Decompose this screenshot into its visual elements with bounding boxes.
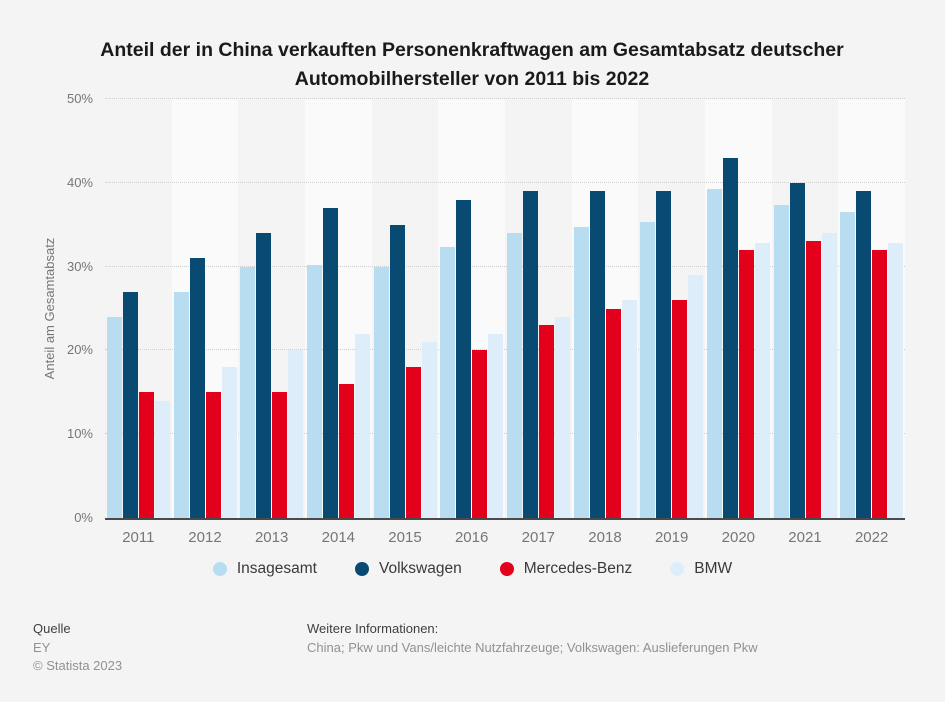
x-tick-2020: 2020 xyxy=(721,529,756,546)
bar-insagesamt-2018[interactable] xyxy=(573,227,589,518)
bar-bmw-2018[interactable] xyxy=(621,300,637,518)
x-tick-2019: 2019 xyxy=(654,529,689,546)
gridline-20 xyxy=(105,349,905,351)
info-text: China; Pkw und Vans/leichte Nutzfahrzeug… xyxy=(307,639,758,655)
info-label: Weitere Informationen: xyxy=(307,621,439,636)
bar-mercedes-benz-2012[interactable] xyxy=(205,392,221,518)
x-tick-2017: 2017 xyxy=(521,529,556,546)
bar-insagesamt-2020[interactable] xyxy=(706,188,722,518)
bar-volkswagen-2015[interactable] xyxy=(389,224,405,518)
bar-bmw-2012[interactable] xyxy=(221,367,237,518)
bar-insagesamt-2012[interactable] xyxy=(173,291,189,518)
bar-volkswagen-2016[interactable] xyxy=(456,199,472,518)
bar-mercedes-benz-2020[interactable] xyxy=(738,249,754,518)
bar-mercedes-benz-2022[interactable] xyxy=(872,249,888,518)
legend-item-insagesamt[interactable]: Insagesamt xyxy=(212,560,317,578)
legend-item-volkswagen[interactable]: Volkswagen xyxy=(354,560,462,578)
y-axis-title: Anteil am Gesamtabsatz xyxy=(42,237,57,380)
bar-bmw-2019[interactable] xyxy=(688,274,704,518)
bar-insagesamt-2022[interactable] xyxy=(840,212,856,518)
bar-mercedes-benz-2014[interactable] xyxy=(338,383,354,518)
bar-bmw-2020[interactable] xyxy=(754,243,770,518)
legend-dot-icon-bmw xyxy=(670,562,685,576)
x-tick-2012: 2012 xyxy=(188,529,222,546)
bar-insagesamt-2013[interactable] xyxy=(240,266,256,518)
bar-volkswagen-2021[interactable] xyxy=(789,182,805,518)
bar-bmw-2015[interactable] xyxy=(421,342,437,518)
bar-bmw-2014[interactable] xyxy=(354,333,370,518)
legend-dot-icon-insagesamt xyxy=(212,562,227,576)
x-tick-2018: 2018 xyxy=(588,529,622,546)
bar-insagesamt-2011[interactable] xyxy=(106,316,122,518)
source-label: Quelle xyxy=(33,621,71,636)
bar-volkswagen-2011[interactable] xyxy=(122,291,138,518)
info-block: Weitere Informationen: China; Pkw und Va… xyxy=(307,620,758,657)
x-tick-2022: 2022 xyxy=(854,529,889,546)
legend-dot-icon-mercedes-benz xyxy=(499,562,514,576)
x-tick-2011: 2011 xyxy=(122,529,155,546)
y-tick-0: 0% xyxy=(74,510,93,525)
bar-bmw-2021[interactable] xyxy=(821,233,837,518)
bar-volkswagen-2020[interactable] xyxy=(722,157,738,518)
bar-insagesamt-2021[interactable] xyxy=(773,205,789,518)
bar-bmw-2022[interactable] xyxy=(888,243,904,518)
x-tick-2014: 2014 xyxy=(321,529,356,546)
bar-bmw-2011[interactable] xyxy=(154,400,170,518)
legend: Insagesamt Volkswagen Mercedes-Benz BMW xyxy=(0,560,945,578)
legend-item-mercedes-benz[interactable]: Mercedes-Benz xyxy=(499,560,633,578)
plot-area xyxy=(105,98,905,520)
bar-mercedes-benz-2018[interactable] xyxy=(605,308,621,518)
legend-label-mercedes-benz: Mercedes-Benz xyxy=(523,560,633,577)
bar-mercedes-benz-2013[interactable] xyxy=(272,392,288,518)
bar-mercedes-benz-2015[interactable] xyxy=(405,367,421,518)
gridline-30 xyxy=(105,265,905,267)
legend-label-insagesamt: Insagesamt xyxy=(236,560,317,577)
bar-insagesamt-2014[interactable] xyxy=(306,264,322,518)
y-tick-10: 10% xyxy=(66,426,93,442)
legend-item-bmw[interactable]: BMW xyxy=(670,560,732,578)
bar-mercedes-benz-2017[interactable] xyxy=(538,325,554,518)
bar-mercedes-benz-2016[interactable] xyxy=(472,350,488,518)
bar-mercedes-benz-2011[interactable] xyxy=(138,392,154,518)
x-tick-2016: 2016 xyxy=(454,529,489,546)
bar-mercedes-benz-2021[interactable] xyxy=(805,241,821,518)
x-tick-2021: 2021 xyxy=(788,529,822,546)
bar-insagesamt-2016[interactable] xyxy=(440,247,456,518)
bar-insagesamt-2015[interactable] xyxy=(373,266,389,518)
chart-title: Anteil der in China verkauften Personenk… xyxy=(100,39,844,91)
gridline-10 xyxy=(105,433,905,435)
bar-bmw-2013[interactable] xyxy=(288,350,304,518)
gridline-50 xyxy=(105,98,905,99)
bar-bmw-2016[interactable] xyxy=(488,333,504,518)
legend-label-volkswagen: Volkswagen xyxy=(378,560,462,577)
legend-dot-icon-volkswagen xyxy=(354,562,369,576)
bar-mercedes-benz-2019[interactable] xyxy=(672,300,688,518)
y-tick-40: 40% xyxy=(66,174,93,190)
bar-volkswagen-2017[interactable] xyxy=(522,191,538,518)
source-block: Quelle EY © Statista 2023 xyxy=(33,620,122,676)
bar-volkswagen-2014[interactable] xyxy=(322,207,338,518)
gridline-40 xyxy=(105,181,905,183)
y-tick-50: 50% xyxy=(66,91,93,106)
bar-insagesamt-2019[interactable] xyxy=(640,222,656,518)
x-axis-labels: 2011 2012 2013 2014 2015 2016 2017 2018 2019 2020… xyxy=(105,529,905,549)
bar-volkswagen-2013[interactable] xyxy=(256,233,272,518)
bar-volkswagen-2022[interactable] xyxy=(856,191,872,518)
bar-bmw-2017[interactable] xyxy=(554,316,570,518)
x-tick-2015: 2015 xyxy=(388,529,422,546)
legend-label-bmw: BMW xyxy=(694,560,733,577)
bar-volkswagen-2019[interactable] xyxy=(656,191,672,518)
copyright-note: © Statista 2023 xyxy=(33,658,123,673)
bar-insagesamt-2017[interactable] xyxy=(506,233,522,518)
x-tick-2013: 2013 xyxy=(254,529,289,546)
y-tick-20: 20% xyxy=(66,342,93,358)
bar-volkswagen-2018[interactable] xyxy=(589,191,605,518)
source-value: EY xyxy=(33,639,51,655)
y-tick-30: 30% xyxy=(66,258,93,274)
bar-volkswagen-2012[interactable] xyxy=(189,258,205,518)
